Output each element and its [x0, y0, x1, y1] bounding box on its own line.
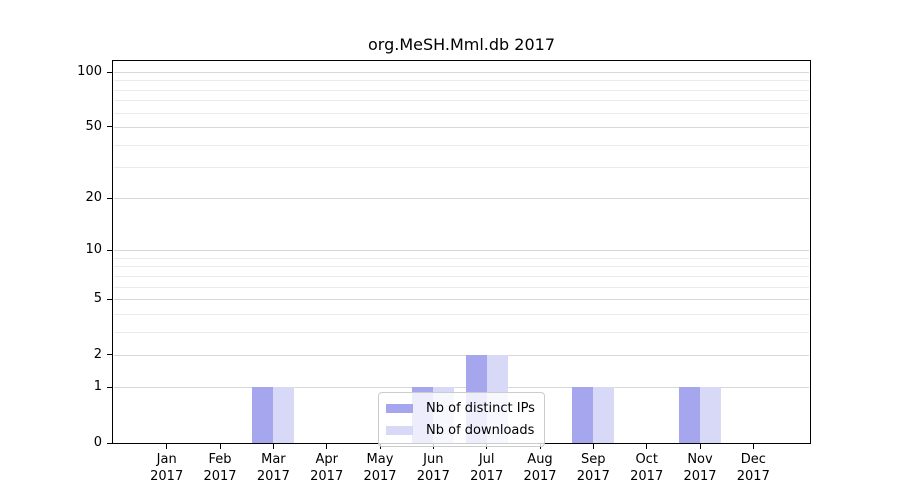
plot-area [112, 60, 811, 444]
x-tick-year: 2017 [150, 469, 184, 484]
y-tick-0 [107, 442, 113, 444]
legend-swatch-distinct-ips [386, 403, 413, 413]
x-tick-year: 2017 [256, 469, 290, 484]
x-tick-label-jul: Jul 2017 [452, 451, 522, 485]
x-tick-year: 2017 [683, 469, 717, 484]
x-tick-month: Feb [208, 452, 232, 467]
gridline-minor-60 [114, 112, 809, 114]
x-tick-month: Jan [156, 452, 177, 467]
x-tick-label-aug: Aug 2017 [505, 451, 575, 485]
x-tick-month: Oct [635, 452, 658, 467]
bar-distinct-ips-sep [572, 387, 594, 443]
x-tick-apr [326, 444, 328, 449]
x-tick-month: May [366, 452, 394, 467]
x-tick-month: Aug [527, 452, 553, 467]
gridline-minor-9 [114, 257, 809, 259]
x-tick-jan [166, 444, 168, 449]
x-tick-label-nov: Nov 2017 [665, 451, 735, 485]
y-tick-10 [107, 249, 113, 251]
legend: Nb of distinct IPs Nb of downloads [378, 392, 545, 447]
gridline-major-50 [114, 126, 809, 128]
gridline-minor-30 [114, 166, 809, 168]
x-tick-month: Sep [581, 452, 606, 467]
legend-item: Nb of downloads [386, 419, 535, 441]
x-tick-year: 2017 [523, 469, 557, 484]
y-tick-1 [107, 386, 113, 388]
x-tick-label-jun: Jun 2017 [398, 451, 468, 485]
bar-distinct-ips-nov [679, 387, 700, 443]
gridline-minor-90 [114, 80, 809, 82]
y-tick-label-1: 1 [93, 379, 102, 395]
bar-distinct-ips-mar [252, 387, 274, 443]
x-tick-label-jan: Jan 2017 [132, 451, 202, 485]
bar-downloads-mar [273, 387, 295, 443]
y-tick-label-100: 100 [77, 64, 102, 79]
x-tick-label-dec: Dec 2017 [718, 451, 788, 485]
gridline-minor-6 [114, 286, 809, 288]
legend-label-distinct-ips: Nb of distinct IPs [426, 400, 535, 416]
y-tick-100 [107, 71, 113, 73]
x-tick-month: Dec [740, 452, 766, 467]
gridline-minor-4 [114, 313, 809, 315]
x-tick-year: 2017 [310, 469, 344, 484]
x-tick-sep [592, 444, 594, 449]
gridline-major-20 [114, 198, 809, 200]
gridline-major-100 [114, 72, 809, 73]
chart-title: org.MeSH.Mml.db 2017 [367, 35, 555, 54]
y-tick-label-5: 5 [93, 291, 102, 306]
x-tick-year: 2017 [470, 469, 504, 484]
x-tick-year: 2017 [363, 469, 397, 484]
x-tick-month: Nov [687, 452, 713, 467]
x-tick-label-may: May 2017 [345, 451, 415, 485]
bar-downloads-nov [700, 387, 721, 443]
x-tick-year: 2017 [576, 469, 610, 484]
x-tick-oct [646, 444, 648, 449]
x-tick-month: Jun [423, 452, 444, 467]
y-tick-50 [107, 126, 113, 128]
x-tick-nov [699, 444, 701, 449]
x-tick-dec [752, 444, 754, 449]
x-tick-year: 2017 [203, 469, 237, 484]
x-tick-feb [219, 444, 221, 449]
x-tick-month: Jul [478, 452, 495, 467]
gridline-minor-8 [114, 266, 809, 268]
x-tick-label-oct: Oct 2017 [612, 451, 682, 485]
x-tick-month: Mar [261, 452, 286, 467]
x-tick-year: 2017 [630, 469, 664, 484]
x-tick-year: 2017 [416, 469, 450, 484]
legend-label-downloads: Nb of downloads [426, 422, 535, 438]
x-tick-label-feb: Feb 2017 [185, 451, 255, 485]
gridline-minor-7 [114, 275, 809, 277]
x-tick-year: 2017 [736, 469, 770, 484]
gridline-major-10 [114, 250, 809, 252]
gridline-minor-70 [114, 100, 809, 102]
x-tick-month: Apr [315, 452, 338, 467]
y-tick-label-20: 20 [85, 190, 102, 206]
x-tick-label-sep: Sep 2017 [558, 451, 628, 485]
bar-downloads-sep [593, 387, 615, 443]
y-tick-5 [107, 298, 113, 300]
y-tick-20 [107, 197, 113, 199]
gridline-minor-3 [114, 331, 809, 333]
gridline-major-2 [114, 354, 809, 356]
y-tick-label-10: 10 [85, 242, 102, 258]
legend-swatch-downloads [386, 425, 413, 435]
y-tick-label-2: 2 [93, 346, 102, 362]
x-tick-mar [272, 444, 274, 449]
x-tick-label-mar: Mar 2017 [238, 451, 308, 485]
y-tick-2 [107, 354, 113, 356]
y-tick-label-50: 50 [85, 118, 102, 134]
gridline-major-1 [114, 387, 809, 389]
gridline-major-5 [114, 299, 809, 300]
gridline-minor-80 [114, 89, 809, 91]
legend-item: Nb of distinct IPs [386, 397, 535, 419]
gridline-minor-40 [114, 144, 809, 146]
x-tick-label-apr: Apr 2017 [292, 451, 362, 485]
y-tick-label-0: 0 [93, 435, 102, 450]
